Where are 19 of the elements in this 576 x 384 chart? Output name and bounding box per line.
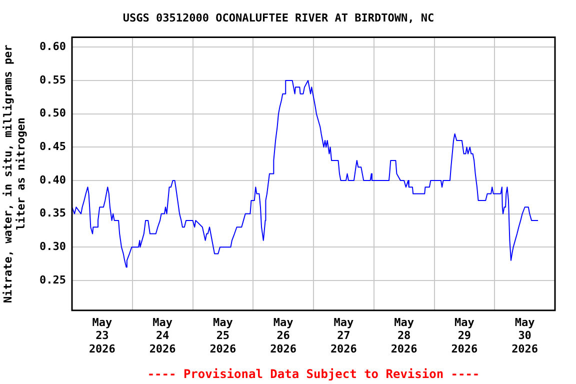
y-tick-label: 0.35 bbox=[40, 206, 66, 220]
y-tick-label: 0.60 bbox=[40, 40, 66, 54]
y-tick-label: 0.25 bbox=[40, 273, 66, 286]
x-tick-label: May 24 2026 bbox=[149, 316, 176, 356]
x-tick-label: May 25 2026 bbox=[210, 316, 237, 356]
x-tick-label: May 23 2026 bbox=[88, 316, 116, 356]
x-tick-label: May 27 2026 bbox=[330, 316, 358, 356]
y-tick-label: 0.40 bbox=[40, 173, 66, 186]
y-tick-label: 0.45 bbox=[40, 140, 66, 154]
y-axis-title: Nitrate, water, in situ, milligrams per liter as nitrogen bbox=[1, 44, 28, 303]
x-tick-label: May 28 2026 bbox=[390, 316, 418, 356]
text: ---- Provisional Data Subject to Revision ---- bbox=[147, 367, 480, 382]
y-tick-label: 0.55 bbox=[40, 73, 66, 86]
y-tick-label: 0.50 bbox=[40, 106, 66, 120]
y-tick-label: 0.30 bbox=[40, 240, 66, 253]
x-tick-label: May 26 2026 bbox=[270, 316, 297, 356]
x-tick-label: May 29 2026 bbox=[451, 316, 478, 356]
chart-title: USGS 03512000 OCONALUFTEE RIVER AT BIRDTOWN, NC bbox=[122, 11, 434, 24]
x-tick-label: May 30 2026 bbox=[512, 316, 538, 356]
